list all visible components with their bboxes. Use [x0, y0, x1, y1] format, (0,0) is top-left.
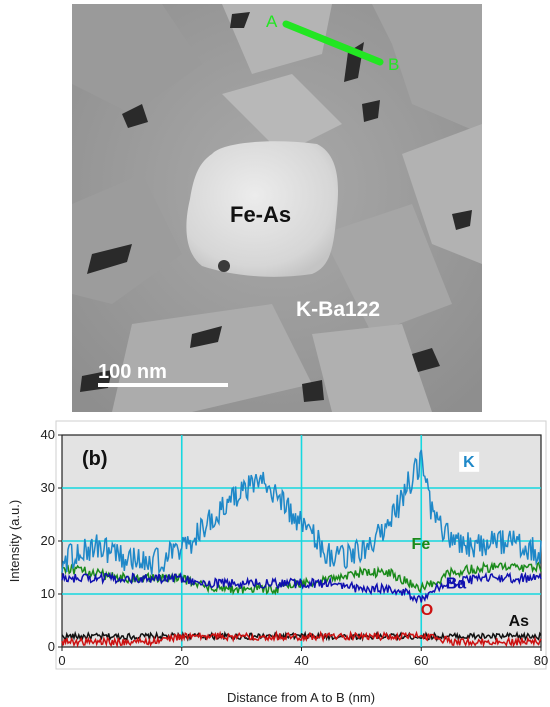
x-tick-label: 60 [414, 653, 428, 668]
series-labels: K Fe Ba O As [412, 451, 530, 630]
grain-texture [72, 4, 482, 412]
y-tick-label: 30 [41, 480, 55, 495]
axis-ticks: 0 20 40 60 80 0 10 20 30 40 [41, 427, 549, 668]
particle-dark-spot [218, 260, 230, 272]
point-b-label: B [388, 55, 399, 74]
k-ba122-label: K-Ba122 [296, 298, 380, 321]
fe-as-particle [186, 141, 338, 277]
series-label-background [459, 451, 480, 472]
y-axis-title: Intensity (a.u.) [7, 500, 22, 582]
scale-bar-label: 100 nm [98, 361, 167, 383]
x-axis-title: Distance from A to B (nm) [227, 690, 375, 705]
series-label-ba: Ba [446, 576, 467, 593]
y-tick-label: 20 [41, 533, 55, 548]
series-label-k: K [463, 454, 475, 471]
y-tick-label: 10 [41, 586, 55, 601]
series-line-o [61, 629, 542, 649]
line-profile-chart: 0 20 40 60 80 0 10 20 30 40 K Fe Ba O As (b) Distance… [7, 420, 549, 705]
stem-micrograph: A B Fe-As K-Ba122 100 nm [72, 4, 482, 412]
series-line-k [61, 449, 542, 575]
y-tick-label: 0 [48, 639, 55, 654]
series-label-o: O [421, 602, 433, 619]
x-tick-label: 20 [175, 653, 189, 668]
x-tick-label: 40 [294, 653, 308, 668]
fe-as-label: Fe-As [230, 202, 291, 227]
series-label-fe: Fe [412, 536, 431, 553]
scale-bar [98, 383, 228, 387]
chart-frame [55, 420, 547, 670]
x-tick-label: 80 [534, 653, 548, 668]
series-layer [61, 449, 542, 649]
panel-label: (b) [82, 448, 108, 470]
y-tick-label: 40 [41, 427, 55, 442]
line-scan-a-to-b [282, 20, 384, 66]
series-line-as [61, 630, 542, 643]
series-label-as: As [509, 613, 530, 630]
point-a-label: A [266, 12, 278, 31]
series-line-ba [61, 571, 542, 604]
x-tick-label: 0 [58, 653, 65, 668]
